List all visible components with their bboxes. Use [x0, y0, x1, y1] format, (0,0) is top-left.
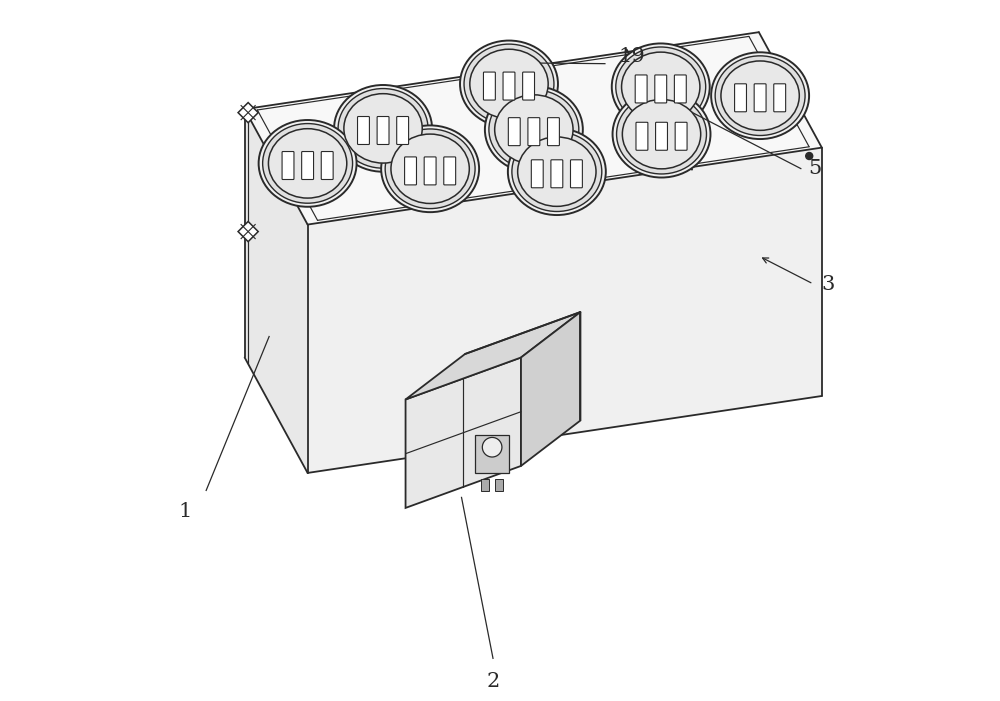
FancyBboxPatch shape [397, 116, 409, 144]
FancyBboxPatch shape [405, 157, 416, 185]
Text: 3: 3 [822, 275, 835, 294]
Ellipse shape [259, 120, 357, 207]
FancyBboxPatch shape [636, 122, 648, 150]
FancyBboxPatch shape [444, 157, 456, 185]
FancyBboxPatch shape [774, 84, 786, 111]
Polygon shape [238, 102, 258, 123]
Polygon shape [406, 312, 580, 400]
Bar [475, 435, 509, 473]
FancyBboxPatch shape [531, 160, 543, 188]
Ellipse shape [721, 61, 799, 130]
FancyBboxPatch shape [483, 72, 495, 100]
Ellipse shape [268, 129, 347, 198]
Ellipse shape [715, 56, 805, 135]
Ellipse shape [344, 94, 422, 163]
FancyBboxPatch shape [674, 75, 686, 103]
Ellipse shape [613, 90, 710, 177]
FancyBboxPatch shape [735, 84, 746, 111]
Circle shape [806, 153, 813, 160]
Ellipse shape [612, 43, 710, 130]
Ellipse shape [622, 100, 701, 169]
Ellipse shape [338, 88, 428, 168]
FancyBboxPatch shape [377, 116, 389, 144]
Bar [495, 479, 503, 491]
FancyBboxPatch shape [655, 75, 667, 103]
Ellipse shape [495, 95, 573, 164]
FancyBboxPatch shape [635, 75, 647, 103]
Ellipse shape [263, 123, 353, 203]
Ellipse shape [489, 90, 579, 170]
Ellipse shape [381, 125, 479, 212]
Polygon shape [521, 312, 580, 466]
Text: 19: 19 [619, 47, 646, 66]
Ellipse shape [485, 86, 583, 173]
Polygon shape [245, 32, 822, 224]
Ellipse shape [391, 134, 469, 203]
FancyBboxPatch shape [570, 160, 582, 188]
Ellipse shape [512, 132, 602, 212]
Polygon shape [308, 148, 822, 473]
Circle shape [482, 437, 502, 457]
Ellipse shape [617, 95, 706, 174]
Ellipse shape [518, 137, 596, 206]
FancyBboxPatch shape [656, 122, 667, 150]
Text: 1: 1 [178, 502, 192, 521]
FancyBboxPatch shape [503, 72, 515, 100]
Ellipse shape [334, 85, 432, 172]
Ellipse shape [616, 47, 706, 127]
FancyBboxPatch shape [282, 151, 294, 179]
FancyBboxPatch shape [548, 118, 559, 146]
Ellipse shape [470, 49, 548, 118]
FancyBboxPatch shape [302, 151, 314, 179]
Polygon shape [245, 109, 308, 473]
Ellipse shape [464, 44, 554, 124]
FancyBboxPatch shape [358, 116, 369, 144]
Ellipse shape [711, 53, 809, 139]
FancyBboxPatch shape [321, 151, 333, 179]
Ellipse shape [385, 129, 475, 209]
Polygon shape [406, 358, 521, 508]
FancyBboxPatch shape [424, 157, 436, 185]
Ellipse shape [460, 41, 558, 128]
FancyBboxPatch shape [508, 118, 520, 146]
Ellipse shape [622, 52, 700, 121]
FancyBboxPatch shape [754, 84, 766, 111]
FancyBboxPatch shape [523, 72, 535, 100]
Ellipse shape [508, 128, 606, 215]
FancyBboxPatch shape [675, 122, 687, 150]
FancyBboxPatch shape [528, 118, 540, 146]
Bar [481, 479, 489, 491]
Polygon shape [238, 222, 258, 242]
Text: 2: 2 [486, 672, 500, 691]
FancyBboxPatch shape [551, 160, 563, 188]
Text: 5: 5 [808, 159, 821, 178]
